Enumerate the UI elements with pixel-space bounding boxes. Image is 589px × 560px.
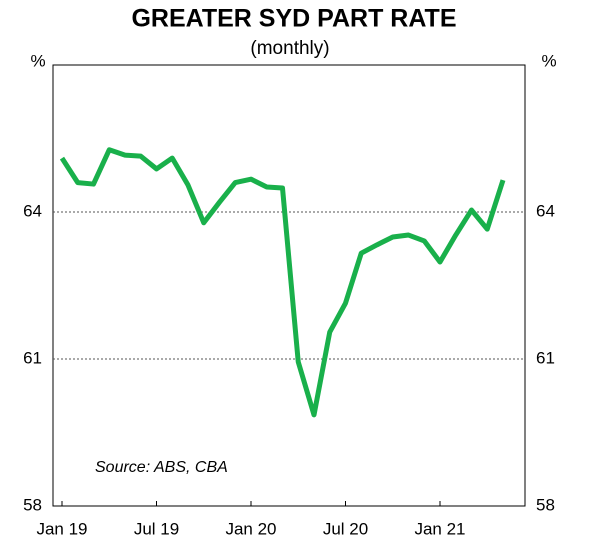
data-line [59, 147, 506, 418]
x-tick-label: Jan 19 [36, 519, 87, 538]
x-tick-label: Jan 20 [225, 519, 276, 538]
chart-title: GREATER SYD PART RATE [131, 5, 456, 33]
chart-subtitle: (monthly) [250, 38, 329, 59]
y-tick-label: 64 [23, 201, 42, 220]
y-unit-right: % [541, 51, 556, 70]
y-tick-label: 58 [23, 495, 42, 514]
y-tick-label-right: 58 [536, 495, 555, 514]
y-tick-label-right: 61 [536, 348, 555, 367]
x-tick-label: Jul 19 [134, 519, 179, 538]
plot-frame [52, 64, 526, 507]
x-tick-label: Jul 20 [323, 519, 368, 538]
source-note: Source: ABS, CBA [95, 459, 228, 476]
x-tick-label: Jan 21 [414, 519, 465, 538]
y-tick-label: 61 [23, 348, 42, 367]
y-tick-label-right: 64 [536, 201, 555, 220]
y-unit-left: % [30, 51, 45, 70]
